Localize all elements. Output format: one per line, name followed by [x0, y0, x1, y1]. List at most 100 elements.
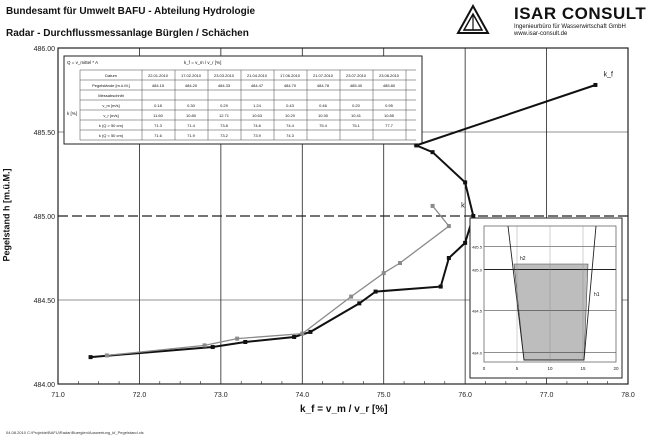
table-cell: 484.70 [284, 83, 297, 88]
inset-x-label: 10 [547, 366, 553, 371]
table-cell: 484.47 [251, 83, 264, 88]
table-cell: 71.3 [154, 123, 163, 128]
table-cell: 22.01.2010 [148, 73, 169, 78]
table-cell: 74.3 [286, 133, 295, 138]
brand-name: ISAR CONSULT [514, 4, 647, 23]
x-axis-label: k_f = v_m / v_r [%] [300, 404, 388, 415]
table-cell: 71.4 [187, 123, 196, 128]
inset-x-label: 15 [580, 366, 586, 371]
y-axis-label: Pegelstand h [m.ü.M.] [1, 168, 12, 262]
inset-y-label: 484.0 [472, 350, 483, 355]
table-cell: 0.46 [319, 103, 328, 108]
inset-y-label: 485.5 [472, 244, 483, 249]
x-tick-label: 71.0 [51, 392, 65, 399]
table-title-right: k_f = v_m / v_r [%] [184, 60, 221, 65]
table-cell: 71.6 [154, 133, 163, 138]
data-point [349, 294, 354, 299]
table-cell: 12.71 [219, 113, 230, 118]
table-cell: 21.04.2010 [247, 73, 268, 78]
table-cell: k (Q < 50 cm) [99, 133, 124, 138]
table-cell: 484.78 [317, 83, 330, 88]
table-cell: 75.1 [352, 123, 361, 128]
table-cell: 17.02.2010 [181, 73, 202, 78]
data-point [104, 353, 109, 358]
data-point [463, 240, 468, 245]
point-label: k_f [604, 72, 613, 79]
table-cell: 0.20 [352, 103, 361, 108]
data-point [202, 343, 207, 348]
footer-path: 04.08.2010 C:\Projekte\BAFU\Radar\Buergl… [6, 430, 144, 435]
tagline-line-1: Ingenieurbüro für Wasserwirtschaft GmbH [514, 24, 626, 30]
y-tick-label: 484.00 [34, 382, 56, 389]
data-point [471, 214, 476, 218]
y-tick-label: 485.00 [34, 214, 56, 221]
table-cell: 0.29 [220, 103, 229, 108]
table-cell: v_m [m/s] [102, 103, 119, 108]
table-cell: k (Q > 50 cm) [99, 123, 124, 128]
table-cell: 485.80 [383, 83, 396, 88]
inset-y-label: 485.0 [472, 268, 483, 273]
table-cell: 21.07.2010 [313, 73, 334, 78]
y-tick-label: 486.00 [34, 46, 56, 53]
tagline-line-2: www.isar-consult.de [514, 31, 568, 37]
table-cell: 10.30 [318, 113, 329, 118]
table-cell: 10.80 [186, 113, 197, 118]
table-cell: 0.18 [154, 103, 163, 108]
x-tick-label: 73.0 [214, 392, 228, 399]
inset-label: h1 [594, 292, 600, 298]
inset-label: h2 [520, 256, 526, 262]
brand-tagline: Ingenieurbüro für Wasserwirtschaft GmbH … [514, 24, 626, 38]
table-cell: 11.60 [153, 113, 163, 118]
table-cell: 484.20 [185, 83, 198, 88]
isar-consult-logo-icon [456, 4, 490, 34]
inset-profile-line [507, 225, 597, 361]
data-point [235, 336, 240, 341]
table-cell: 74.6 [253, 123, 262, 128]
table-cell: v_r [m/s] [103, 113, 118, 118]
x-tick-label: 74.0 [295, 392, 309, 399]
table-cell: 71.9 [187, 133, 196, 138]
data-point [373, 289, 378, 294]
x-tick-label: 76.0 [458, 392, 472, 399]
data-point [292, 334, 297, 339]
data-point [446, 256, 451, 260]
inset-cross-section-fill [513, 263, 589, 361]
x-tick-label: 77.0 [540, 392, 554, 399]
header-title: Bundesamt für Umwelt BAFU - Abteilung Hy… [6, 6, 256, 17]
inset-y-label: 484.5 [472, 308, 483, 313]
data-point [446, 224, 451, 229]
data-point [398, 261, 402, 266]
inset-x-label: 5 [516, 366, 519, 371]
inset-x-label: 0 [483, 366, 486, 371]
table-cell: 73.9 [253, 133, 262, 138]
table-cell: 484.15 [152, 83, 165, 88]
y-tick-label: 485.50 [34, 130, 56, 137]
x-tick-label: 72.0 [133, 392, 147, 399]
data-point [357, 301, 362, 306]
table-cell: 73.2 [220, 133, 229, 138]
data-point [430, 203, 435, 208]
table-cell: 0.30 [187, 103, 196, 108]
table-cell: 77.7 [385, 123, 394, 128]
table-cell: 23.07.2010 [346, 73, 367, 78]
table-cell: Datum [105, 73, 117, 78]
table-cell: 10.41 [351, 113, 362, 118]
data-point [210, 345, 215, 350]
data-point [414, 143, 419, 148]
x-tick-label: 78.0 [621, 392, 635, 399]
data-point [593, 82, 598, 87]
table-cell: 484.33 [218, 83, 231, 88]
data-point [88, 355, 93, 360]
inset-x-label: 20 [613, 366, 619, 371]
table-title-left: Q = v_mittel * A [67, 60, 98, 65]
table-cell: 75.4 [319, 123, 328, 128]
data-point [300, 331, 305, 336]
table-cell: 10.85 [384, 113, 395, 118]
data-point [381, 271, 386, 276]
y-tick-label: 484.50 [34, 298, 56, 305]
table-cell: 10.63 [252, 113, 263, 118]
x-tick-label: 75.0 [377, 392, 391, 399]
table-cell: 10.20 [285, 113, 296, 118]
series-line-2 [106, 205, 450, 357]
